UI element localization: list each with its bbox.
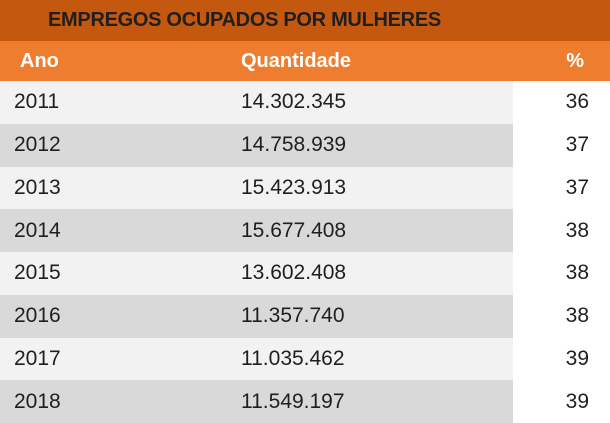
column-header-percent: % [566, 49, 584, 72]
cell-quantity: 14.758.939 [241, 133, 347, 157]
cell-year: 2011 [14, 90, 60, 114]
table-row: 2011 14.302.345 36 [0, 81, 610, 124]
cell-quantity: 11.035.462 [241, 346, 345, 370]
cell-year: 2018 [14, 389, 61, 413]
cell-year: 2017 [14, 346, 61, 370]
table-row: 2015 13.602.408 38 [0, 252, 610, 295]
table-row: 2018 11.549.197 39 [0, 380, 610, 423]
cell-percent: 39 [565, 389, 589, 413]
column-header-year: Ano [20, 49, 59, 72]
table-row: 2012 14.758.939 37 [0, 123, 610, 167]
column-header-quantity: Quantidade [241, 49, 352, 72]
cell-percent: 37 [565, 133, 589, 157]
cell-percent: 38 [565, 261, 589, 285]
cell-year: 2016 [14, 304, 61, 328]
table-title: EMPREGOS OCUPADOS POR MULHERES [0, 0, 610, 41]
table-row: 2014 15.677.408 38 [0, 209, 610, 252]
cell-quantity: 11.549.197 [241, 389, 345, 413]
cell-percent: 36 [565, 90, 589, 114]
cell-quantity: 11.357.740 [241, 304, 345, 328]
table-row: 2013 15.423.913 37 [0, 166, 610, 210]
cell-year: 2013 [14, 175, 61, 199]
cell-quantity: 13.602.408 [241, 261, 347, 285]
cell-year: 2012 [14, 133, 61, 157]
header-row: Ano Quantidade % [0, 41, 610, 81]
cell-year: 2015 [14, 261, 61, 285]
table-row: 2017 11.035.462 39 [0, 337, 610, 381]
cell-percent: 37 [565, 175, 589, 199]
table-row: 2016 11.357.740 38 [0, 294, 610, 338]
cell-percent: 39 [565, 346, 589, 370]
cell-quantity: 15.677.408 [241, 218, 347, 242]
table-body: 2011 14.302.345 36 2012 14.758.939 37 20… [0, 81, 610, 423]
cell-percent: 38 [565, 218, 589, 242]
cell-year: 2014 [14, 218, 61, 242]
cell-percent: 38 [565, 304, 589, 328]
cell-quantity: 14.302.345 [241, 90, 347, 114]
cell-quantity: 15.423.913 [241, 175, 347, 199]
